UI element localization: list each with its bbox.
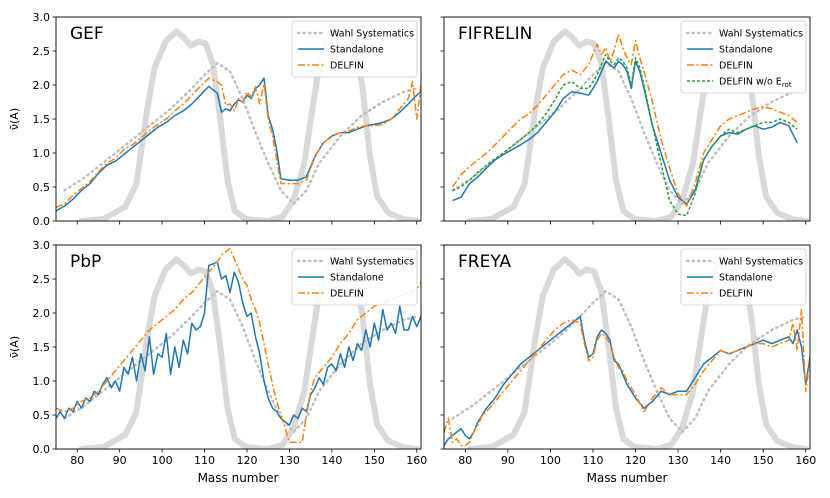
x-tick-label: 120 — [625, 454, 646, 467]
x-tick-label: 130 — [668, 454, 689, 467]
panel-fifrelin: FIFRELIN Wahl Systematics Standalone DELFIN… — [440, 16, 811, 225]
y-tick-label: 2.5 — [33, 273, 51, 286]
y-tick-label: 1.5 — [33, 113, 51, 126]
y-tick-label: 2.0 — [33, 307, 51, 320]
y-tick-label: 3.0 — [33, 11, 51, 24]
x-tick-label: 140 — [321, 454, 342, 467]
legend-label: Standalone — [719, 45, 773, 56]
series-line-standalone — [56, 261, 421, 426]
legend-label: DELFIN — [719, 61, 753, 72]
x-tick-label: 150 — [364, 454, 385, 467]
series-line-delfin — [444, 308, 810, 447]
x-tick-label: 140 — [710, 454, 731, 467]
x-tick-label: 80 — [70, 454, 84, 467]
y-tick-label: 1.5 — [33, 341, 51, 354]
x-tick-label: 120 — [236, 454, 257, 467]
x-tick-label: 90 — [501, 454, 515, 467]
legend-label: DELFIN — [330, 61, 364, 72]
x-tick-label: 150 — [753, 454, 774, 467]
legend: Wahl Systematics Standalone DELFIN — [291, 20, 418, 78]
legend-box — [291, 20, 418, 78]
x-tick-label: 100 — [540, 454, 561, 467]
panel-pbp: 0.0 0.5 1.0 1.5 2.0 2.5 3.0 80 90 100 110 120 130 140… — [8, 239, 427, 467]
series-line-delfin-w-o-e-rot — [452, 53, 798, 217]
y-axis-label: ν̄(A) — [8, 336, 21, 358]
legend-label: Wahl Systematics — [330, 29, 414, 40]
series-line-wahl-systematics — [63, 62, 418, 206]
legend-label: Wahl Systematics — [719, 257, 803, 268]
panel-title: FREYA — [458, 252, 511, 272]
x-axis-label-left: Mass number — [198, 471, 279, 485]
y-tick-label: 2.5 — [33, 45, 51, 58]
y-tick-label: 2.0 — [33, 79, 51, 92]
series-line-delfin — [451, 33, 798, 207]
panel-gef: 0.0 0.5 1.0 1.5 2.0 2.5 3.0 ν̄(A) GEF Wahl System… — [8, 11, 422, 228]
x-tick-label: 110 — [582, 454, 603, 467]
x-tick-label: 160 — [406, 454, 427, 467]
legend-box — [680, 20, 807, 94]
x-tick-label: 130 — [279, 454, 300, 467]
legend: Wahl Systematics Standalone DELFIN — [291, 248, 418, 306]
y-tick-label: 1.0 — [33, 375, 51, 388]
y-tick-label: 3.0 — [33, 239, 51, 252]
legend-label: DELFIN — [330, 289, 364, 300]
legend: Wahl Systematics Standalone DELFIN — [680, 248, 807, 306]
legend-box — [680, 248, 807, 306]
y-tick-label: 0.5 — [33, 409, 51, 422]
legend-label: DELFIN w/o Erot — [719, 77, 792, 90]
x-tick-label: 80 — [458, 454, 472, 467]
y-axis-label: ν̄(A) — [8, 108, 21, 130]
panel-title: FIFRELIN — [458, 24, 532, 44]
legend-box — [291, 248, 418, 306]
y-tick-label: 0.0 — [33, 443, 51, 456]
legend: Wahl Systematics Standalone DELFIN DELFIN w… — [680, 20, 807, 94]
legend-label: Standalone — [330, 45, 384, 56]
series-line-delfin — [56, 247, 421, 443]
legend-label: DELFIN — [719, 289, 753, 300]
x-tick-label: 160 — [795, 454, 816, 467]
series-line-standalone — [444, 315, 810, 447]
x-tick-label: 100 — [152, 454, 173, 467]
y-tick-label: 0.5 — [33, 181, 51, 194]
y-tick-label: 1.0 — [33, 147, 51, 160]
x-axis-label-right: Mass number — [587, 471, 668, 485]
x-tick-label: 90 — [113, 454, 127, 467]
legend-label: Wahl Systematics — [330, 257, 414, 268]
series-line-standalone — [452, 60, 798, 205]
legend-label: Wahl Systematics — [719, 29, 803, 40]
x-tick-label: 110 — [194, 454, 215, 467]
panel-freya: 80 90 100 110 120 130 140 150 160 FREYA Wahl Syste… — [440, 244, 816, 467]
panels-layer: 0.0 0.5 1.0 1.5 2.0 2.5 3.0 ν̄(A) GEF Wahl System… — [8, 11, 816, 467]
panel-title: GEF — [70, 24, 104, 44]
panel-title: PbP — [70, 252, 101, 272]
y-tick-label: 0.0 — [33, 215, 51, 228]
legend-label: Standalone — [330, 273, 384, 284]
series-line-wahl-systematics — [451, 62, 807, 206]
legend-label: Standalone — [719, 273, 773, 284]
